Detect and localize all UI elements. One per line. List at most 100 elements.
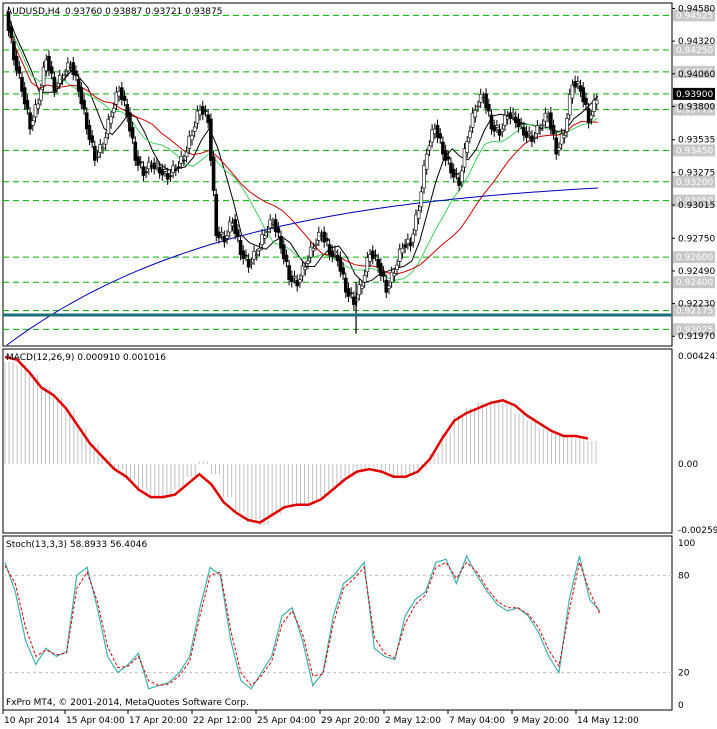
candle-body: [379, 263, 383, 276]
candle-body: [495, 125, 499, 128]
candle-body: [406, 238, 410, 245]
candle-body: [500, 128, 505, 132]
candle-body: [565, 118, 569, 132]
candle-body: [90, 135, 94, 143]
candle-body: [290, 275, 294, 283]
macd-panel-frame: [2, 348, 673, 534]
candle-body: [273, 219, 278, 232]
candle-body: [82, 99, 86, 110]
candle-body: [71, 62, 76, 75]
candle-body: [281, 244, 286, 260]
candle-body: [306, 260, 310, 264]
candle-body: [397, 248, 402, 262]
candle-body: [195, 110, 200, 124]
stoch-label: Stoch(13,3,3) 58.8933 56.4046: [6, 540, 147, 550]
candle-body: [160, 168, 165, 176]
candle-body: [257, 248, 262, 252]
price-axis-tick-label: 0.93015: [678, 201, 715, 211]
candle-body: [225, 235, 229, 239]
time-axis-tick-label: 29 Apr 20:00: [321, 716, 380, 726]
macd-histogram: [4, 362, 597, 526]
candle-body: [103, 137, 108, 145]
candle-body: [435, 124, 440, 138]
candle-body: [144, 171, 148, 174]
candle-body: [454, 173, 459, 175]
candle-body: [95, 155, 100, 158]
candle-body: [60, 78, 65, 81]
candle-body: [6, 11, 11, 31]
candle-body: [430, 129, 434, 143]
candle-body: [192, 126, 197, 132]
candle-body: [422, 165, 426, 189]
candle-body: [176, 166, 181, 169]
candle-body: [589, 114, 594, 120]
candle-body: [106, 119, 111, 134]
candle-body: [540, 124, 545, 127]
candle-body: [473, 109, 478, 118]
candle-body: [219, 232, 224, 235]
candle-body: [308, 246, 313, 258]
time-axis-tick-label: 9 May 20:00: [513, 716, 569, 726]
candle-body: [314, 243, 318, 246]
price-level-badge-label: 0.93775: [676, 106, 713, 116]
candle-body: [133, 141, 138, 161]
candle-body: [570, 84, 575, 99]
candle-body: [20, 76, 24, 92]
candle-body: [295, 279, 300, 287]
candle-body: [52, 76, 57, 92]
price-axis: 0.94525 0.94250 0.94075 0.93900 0.93775 0.934…: [672, 5, 715, 342]
candle-body: [325, 237, 329, 242]
candlesticks: [6, 6, 599, 334]
candle-body: [392, 273, 397, 277]
candle-body: [292, 276, 297, 279]
candle-body: [584, 97, 588, 106]
candle-body: [138, 161, 143, 164]
candle-body: [244, 254, 248, 257]
price-level-badge-label: 0.92600: [676, 253, 713, 263]
price-level-badge-label: 0.93200: [676, 178, 713, 188]
candle-body: [519, 122, 523, 125]
price-level-badge: [673, 65, 715, 78]
price-axis-tick-label: 0.93535: [678, 136, 715, 146]
macd-axis-tick-label: 0.004241: [678, 352, 717, 362]
candle-body: [349, 292, 353, 295]
candle-body: [484, 93, 488, 109]
candle-body: [441, 141, 445, 155]
candle-body: [381, 271, 386, 277]
stochastic-axis: 100 80 20 0: [678, 539, 695, 711]
price-level-badge: [673, 175, 715, 188]
candle-body: [298, 279, 302, 283]
candle-body: [527, 131, 532, 134]
candle-body: [47, 55, 51, 71]
candle-body: [300, 265, 305, 277]
ma-long-line: [6, 187, 598, 346]
price-level-badge-label: 0.93450: [676, 146, 713, 156]
candle-body: [17, 66, 22, 74]
candle-body: [109, 116, 113, 124]
candle-body: [357, 284, 362, 296]
stoch-axis-tick-label: 100: [678, 539, 695, 549]
candle-body: [327, 244, 332, 255]
candle-body: [557, 147, 561, 151]
price-level-badge: [673, 323, 715, 336]
macd-signal-path: [4, 355, 589, 524]
candle-body: [489, 114, 494, 130]
price-level-badge: [673, 103, 715, 116]
candle-body: [303, 266, 308, 270]
candle-body: [217, 231, 221, 239]
candle-body: [443, 150, 448, 161]
candle-body: [427, 145, 432, 151]
chart-symbol: AUDUSD,H4: [6, 7, 61, 17]
candle-body: [284, 254, 289, 263]
candle-body: [238, 240, 243, 255]
price-level-badge-label: 0.93050: [676, 197, 713, 207]
candle-body: [211, 156, 216, 191]
candle-body: [511, 112, 515, 116]
candle-body: [389, 271, 394, 283]
candle-body: [171, 165, 175, 173]
candle-body: [414, 214, 418, 231]
candle-body: [39, 88, 43, 101]
candle-body: [343, 277, 348, 293]
candle-body: [120, 87, 124, 101]
